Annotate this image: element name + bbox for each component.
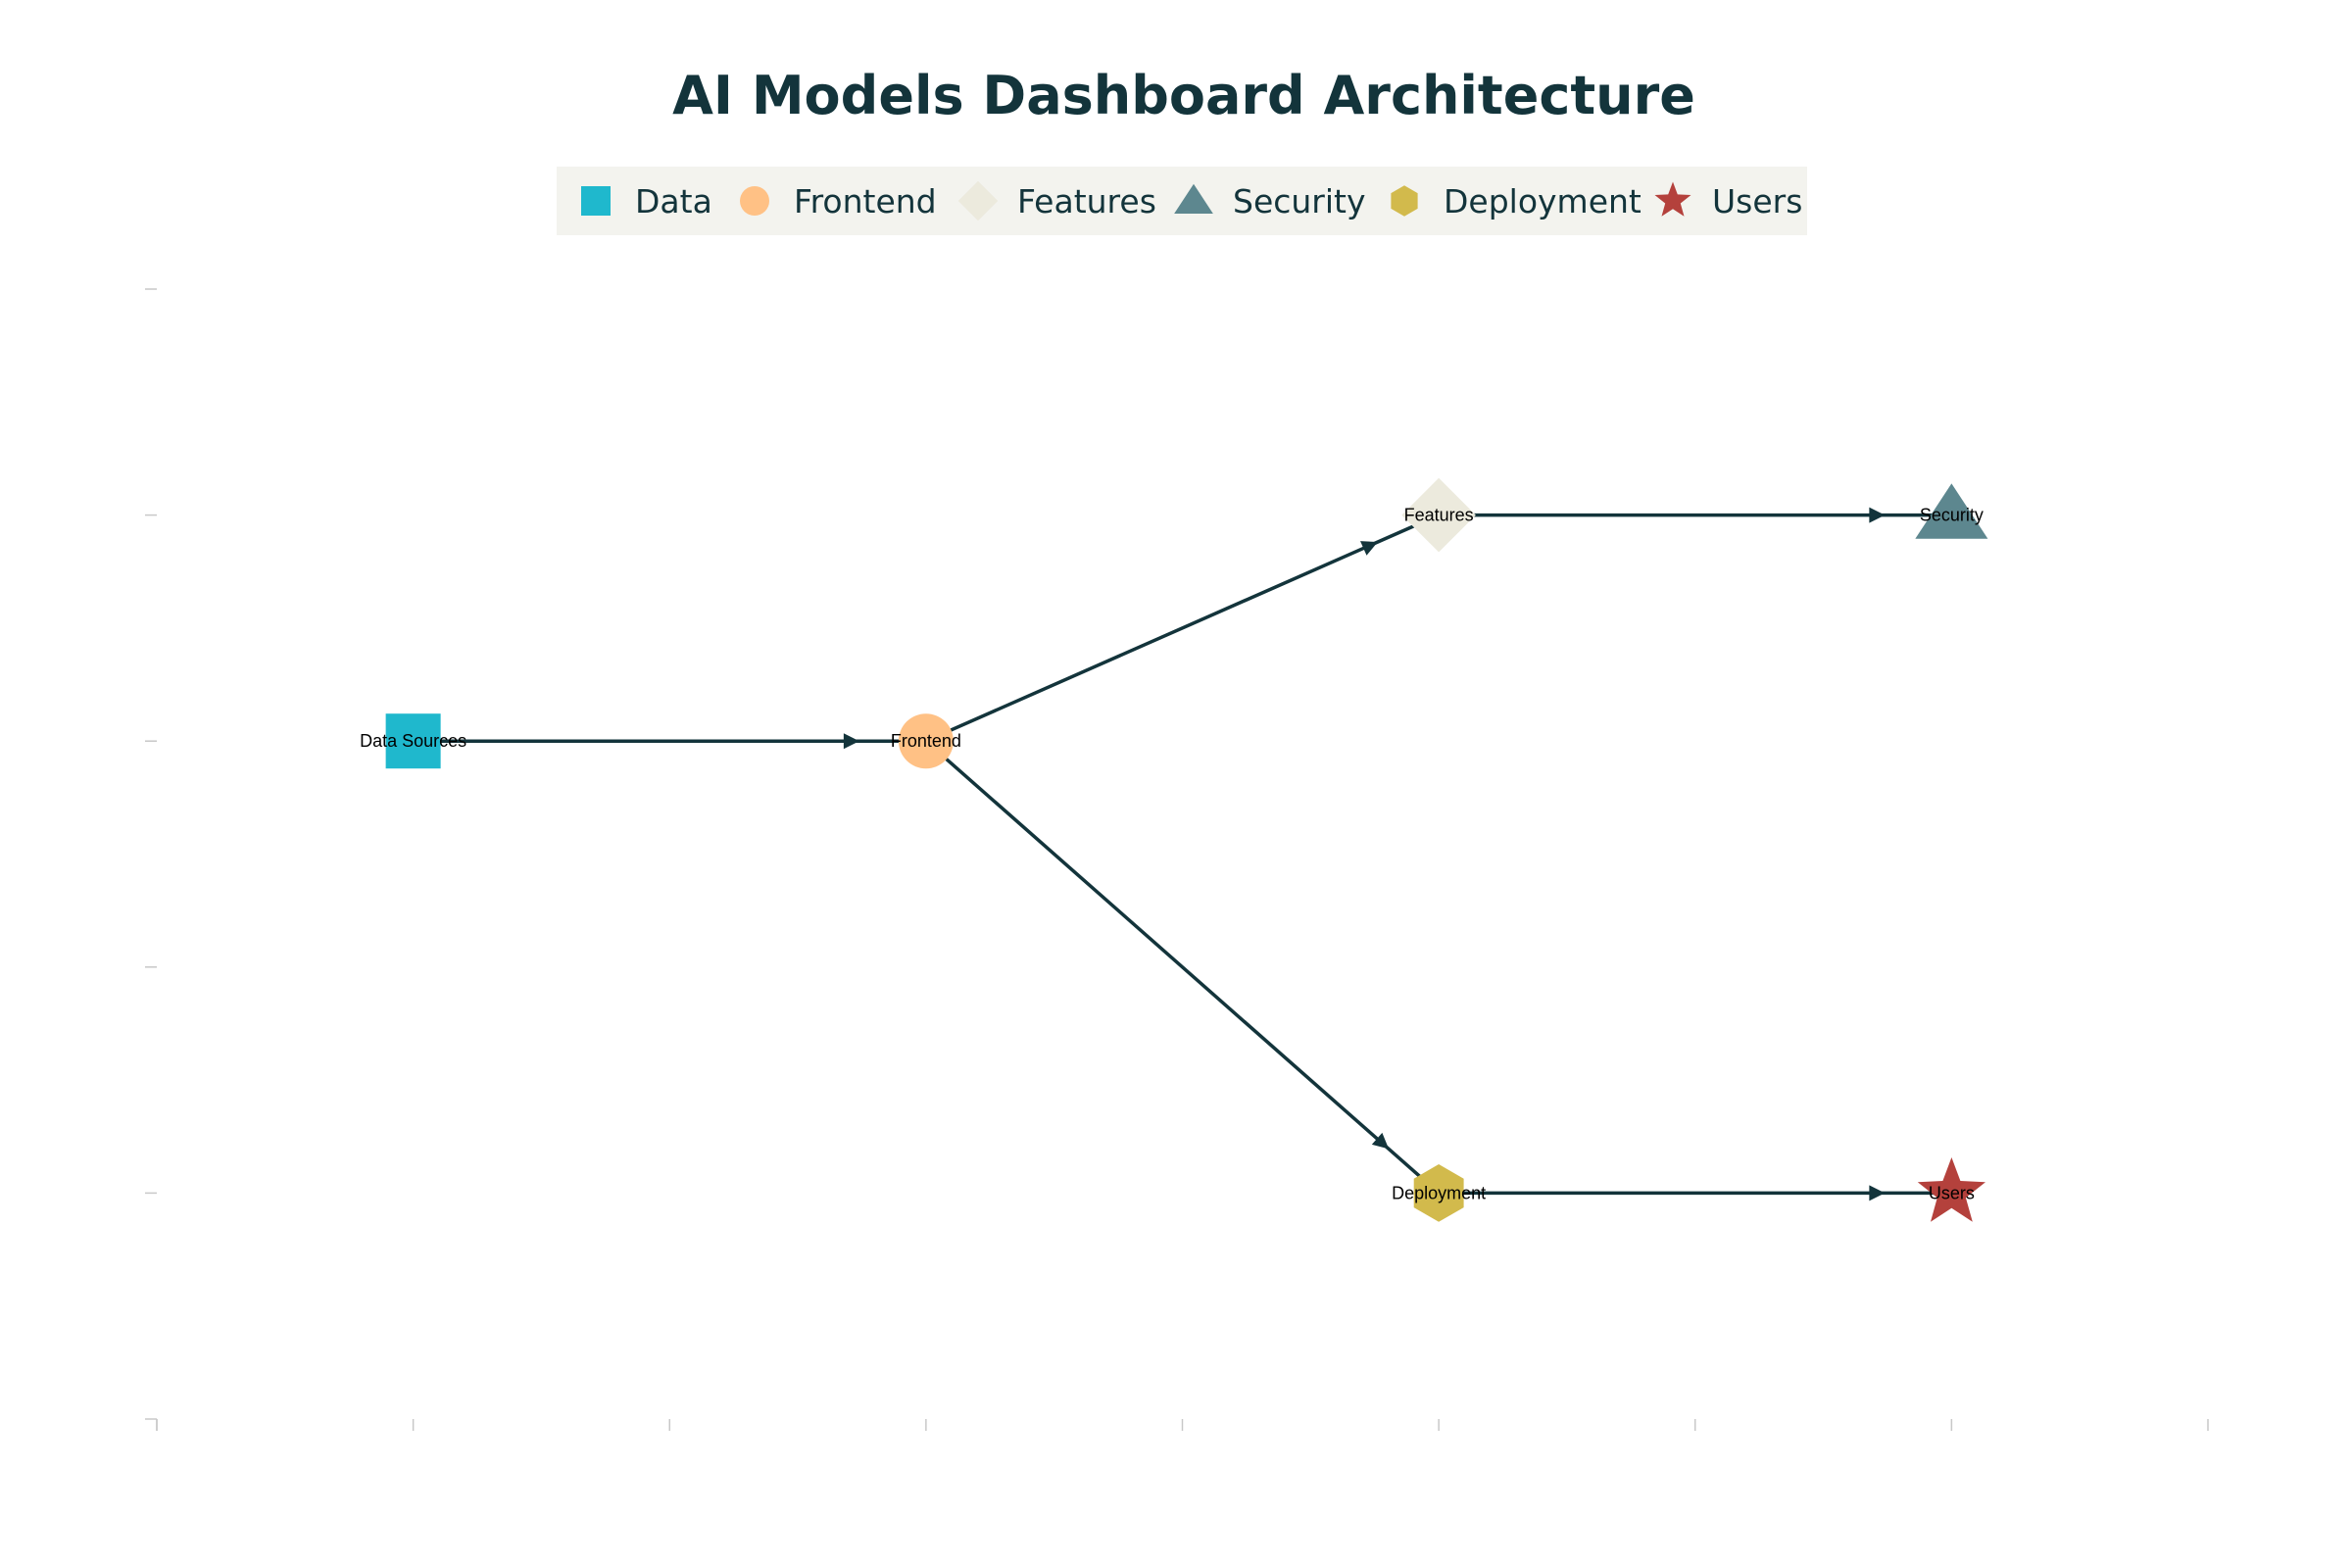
edge-data-frontend	[413, 733, 926, 750]
node-data[interactable]: Data Sources	[360, 713, 466, 769]
node-marker-frontend	[898, 713, 954, 769]
edge-line	[924, 739, 1441, 1195]
node-features[interactable]: Features	[1401, 477, 1476, 553]
legend-label-security: Security	[1233, 182, 1366, 220]
legend-marker-data	[581, 186, 611, 216]
legend-item-security: Security	[1174, 182, 1366, 220]
legend-item-frontend: Frontend	[740, 182, 937, 220]
legend-item-features: Features	[957, 180, 1156, 221]
edge-frontend-features	[925, 513, 1440, 743]
node-deployment[interactable]: Deployment	[1392, 1164, 1486, 1222]
legend-item-users: Users	[1654, 181, 1802, 220]
legend-item-data: Data	[581, 182, 712, 220]
axes	[145, 288, 2209, 1431]
legend-label-users: Users	[1712, 182, 1802, 220]
node-marker-features	[1401, 477, 1476, 553]
legend-label-frontend: Frontend	[794, 182, 937, 220]
edge-line	[925, 513, 1440, 743]
edges	[413, 507, 1952, 1201]
nodes: Data Sources Frontend Features Security Depl…	[360, 477, 1988, 1222]
edge-arrowhead	[1360, 541, 1378, 556]
legend-marker-features	[957, 180, 999, 221]
legend-item-deployment: Deployment	[1391, 182, 1642, 220]
node-label-frontend: Frontend	[891, 731, 961, 751]
legend-marker-deployment	[1391, 185, 1418, 217]
node-marker-data	[385, 713, 441, 769]
edge-arrowhead	[843, 733, 859, 750]
node-label-users: Users	[1929, 1183, 1975, 1202]
node-label-deployment: Deployment	[1392, 1183, 1486, 1202]
edge-arrowhead	[1371, 1132, 1390, 1150]
node-label-data: Data Sources	[360, 731, 466, 751]
legend: Data Frontend Features Security Deployment Us…	[557, 167, 1807, 235]
legend-label-deployment: Deployment	[1444, 182, 1642, 220]
legend-marker-security	[1174, 183, 1213, 214]
node-marker-deployment	[1413, 1164, 1464, 1222]
edge-arrowhead	[1869, 507, 1886, 523]
legend-marker-users	[1654, 181, 1691, 217]
legend-marker-frontend	[740, 186, 769, 216]
node-frontend[interactable]: Frontend	[891, 713, 961, 769]
node-label-features: Features	[1404, 506, 1474, 525]
node-marker-users	[1917, 1157, 1985, 1222]
edge-arrowhead	[1869, 1185, 1886, 1201]
legend-label-features: Features	[1017, 182, 1156, 220]
edge-features-security	[1439, 507, 1952, 523]
node-label-security: Security	[1920, 506, 1984, 525]
node-security[interactable]: Security	[1915, 483, 1988, 539]
chart-title: AI Models Dashboard Architecture	[672, 65, 1695, 126]
edge-frontend-deployment	[924, 739, 1441, 1195]
node-users[interactable]: Users	[1917, 1157, 1985, 1222]
legend-label-data: Data	[635, 182, 712, 220]
edge-deployment-users	[1439, 1185, 1952, 1201]
node-marker-security	[1915, 483, 1988, 539]
